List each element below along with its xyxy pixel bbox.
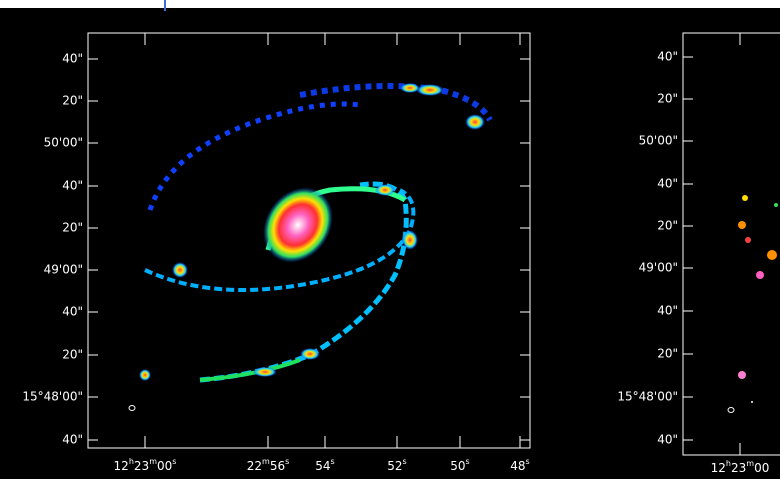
y-tick-label: 20" — [657, 219, 678, 233]
y-tick-label: 20" — [657, 92, 678, 106]
x-tick-label: 12h23m00 — [711, 459, 770, 475]
y-tick-label: 20" — [62, 348, 83, 362]
y-tick-label: 20" — [62, 221, 83, 235]
figure: 40" 20" 50'00" 40" 20" 49'00" 40" 20" 15°48'00" 4… — [0, 0, 780, 479]
number: 52 — [387, 459, 402, 473]
unit: s — [526, 457, 530, 466]
y-tick-label: 20" — [657, 347, 678, 361]
y-tick-label: 49'00" — [44, 263, 83, 277]
y-tick-label: 15°48'00" — [617, 390, 678, 404]
number: 56 — [270, 459, 285, 473]
unit: s — [466, 457, 470, 466]
number: 54 — [315, 459, 330, 473]
y-tick-label: 50'00" — [44, 136, 83, 150]
y-tick-label: 40" — [62, 305, 83, 319]
x-tick-label: 12h23m00s — [114, 457, 177, 473]
y-tick-label: 40" — [657, 50, 678, 64]
y-tick-label: 40" — [657, 177, 678, 191]
y-tick-label: 40" — [657, 304, 678, 318]
number: 23 — [731, 461, 746, 475]
y-tick-label: 40" — [62, 179, 83, 193]
unit: m — [746, 459, 754, 468]
y-tick-label: 20" — [62, 94, 83, 108]
number: 22 — [247, 459, 262, 473]
number: 12 — [114, 459, 129, 473]
number: 12 — [711, 461, 726, 475]
number: 23 — [134, 459, 149, 473]
y-tick-label: 40" — [657, 433, 678, 447]
unit: s — [403, 457, 407, 466]
background — [0, 0, 780, 479]
number: 50 — [450, 459, 465, 473]
y-tick-label: 40" — [62, 433, 83, 447]
y-tick-label: 49'00" — [639, 261, 678, 275]
number: 00 — [157, 459, 172, 473]
y-tick-label: 50'00" — [639, 134, 678, 148]
unit: m — [262, 457, 270, 466]
unit: m — [149, 457, 157, 466]
number: 48 — [510, 459, 525, 473]
y-tick-label: 15°48'00" — [22, 390, 83, 404]
unit: s — [331, 457, 335, 466]
y-tick-label: 40" — [62, 52, 83, 66]
unit: s — [285, 457, 289, 466]
number: 00 — [754, 461, 769, 475]
unit: s — [172, 457, 176, 466]
top-strip — [0, 0, 780, 8]
